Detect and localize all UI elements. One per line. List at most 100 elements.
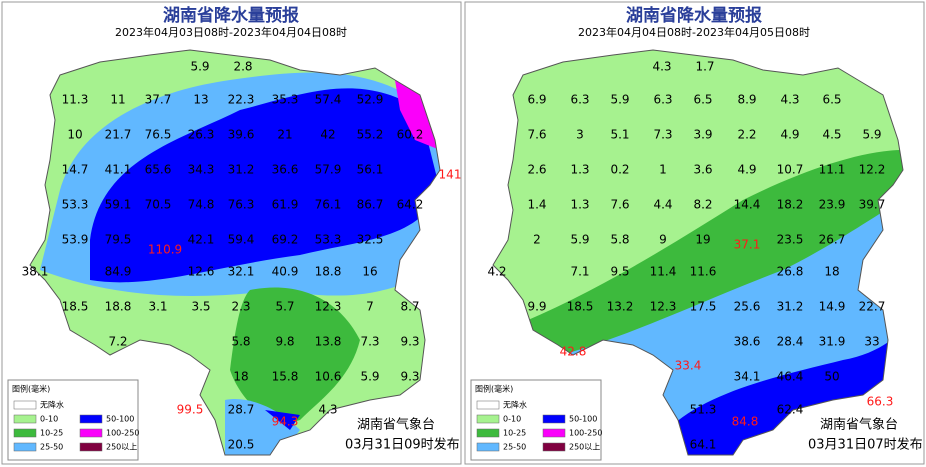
station-value: 34.1 — [734, 370, 761, 384]
map-subtitle: 2023年04月04日08时-2023年04月05日08时 — [578, 25, 810, 39]
station-value: 19 — [695, 233, 710, 247]
station-value: 74.8 — [188, 198, 215, 212]
station-value: 14.7 — [62, 163, 89, 177]
station-value: 4.4 — [653, 198, 672, 212]
station-value: 3.1 — [148, 300, 167, 314]
station-value: 36.6 — [272, 163, 299, 177]
station-value: 18.8 — [105, 300, 132, 314]
station-value: 12.3 — [650, 300, 677, 314]
station-value: 9 — [659, 233, 667, 247]
station-value: 18.2 — [777, 198, 804, 212]
station-value: 4.9 — [737, 163, 756, 177]
station-value: 33 — [864, 335, 879, 349]
station-value: 86.7 — [357, 198, 384, 212]
station-value: 28.4 — [777, 335, 804, 349]
station-value: 5.9 — [570, 233, 589, 247]
station-value: 10.6 — [315, 370, 342, 384]
station-value: 70.5 — [145, 198, 172, 212]
legend-label: 100-250 — [106, 429, 139, 438]
legend-label: 10-25 — [40, 429, 63, 438]
station-value: 6.5 — [822, 93, 841, 107]
station-value: 23.9 — [819, 198, 846, 212]
issue-time: 03月31日09时发布 — [345, 437, 460, 453]
station-value: 38.6 — [734, 335, 761, 349]
station-value: 7.3 — [360, 335, 379, 349]
station-value: 7.6 — [527, 128, 546, 142]
station-value: 5.1 — [610, 128, 629, 142]
station-value: 55.2 — [357, 128, 384, 142]
station-value: 32.1 — [228, 265, 255, 279]
station-value: 7.6 — [610, 198, 629, 212]
issue-time: 03月31日07时发布 — [808, 437, 923, 453]
station-value: 7.3 — [653, 128, 672, 142]
station-value: 14.9 — [819, 300, 846, 314]
map-title: 湖南省降水量预报 — [163, 5, 299, 26]
station-value: 2.6 — [527, 163, 546, 177]
station-value: 34.3 — [188, 163, 215, 177]
station-value: 1.4 — [527, 198, 546, 212]
station-value: 42.8 — [560, 345, 587, 359]
station-value: 59.4 — [228, 233, 255, 247]
station-value: 1.3 — [570, 163, 589, 177]
station-value: 33.4 — [675, 359, 702, 373]
legend-swatch — [476, 442, 500, 452]
station-value: 1.3 — [570, 198, 589, 212]
station-value: 69.2 — [272, 233, 299, 247]
station-value: 4.2 — [487, 265, 506, 279]
legend-swatch — [542, 428, 566, 438]
station-value: 20.5 — [228, 438, 255, 452]
legend-label: 无降水 — [503, 400, 527, 410]
station-value: 1 — [659, 163, 667, 177]
station-value: 11.1 — [819, 163, 846, 177]
station-value: 141 — [439, 168, 462, 182]
station-value: 76.3 — [228, 198, 255, 212]
station-value: 10 — [67, 128, 82, 142]
station-value: 0.2 — [610, 163, 629, 177]
station-value: 13.2 — [607, 300, 634, 314]
station-value: 3.5 — [191, 300, 210, 314]
legend-label: 0-10 — [40, 415, 58, 424]
legend-swatch — [476, 400, 500, 410]
legend-title: 图例(毫米) — [475, 384, 513, 394]
station-value: 15.8 — [272, 370, 299, 384]
station-value: 28.7 — [228, 403, 255, 417]
station-value: 40.9 — [272, 265, 299, 279]
station-value: 38.1 — [22, 265, 49, 279]
legend-swatch — [79, 414, 103, 424]
station-value: 22.3 — [228, 93, 255, 107]
station-value: 5.7 — [275, 300, 294, 314]
legend-swatch — [13, 428, 37, 438]
station-value: 12.2 — [859, 163, 886, 177]
station-value: 14.4 — [734, 198, 761, 212]
station-value: 79.5 — [105, 233, 132, 247]
station-value: 11.3 — [62, 93, 89, 107]
station-value: 26.3 — [188, 128, 215, 142]
legend-swatch — [13, 414, 37, 424]
station-value: 37.7 — [145, 93, 172, 107]
station-value: 4.9 — [780, 128, 799, 142]
station-value: 57.9 — [315, 163, 342, 177]
station-value: 9.3 — [400, 335, 419, 349]
station-value: 76.5 — [145, 128, 172, 142]
station-value: 64.1 — [690, 438, 717, 452]
station-value: 50 — [824, 370, 839, 384]
station-value: 9.3 — [400, 370, 419, 384]
station-value: 62.4 — [777, 403, 804, 417]
station-value: 12.6 — [188, 265, 215, 279]
issuer: 湖南省气象台 — [357, 417, 435, 433]
station-value: 42.1 — [188, 233, 215, 247]
station-value: 5.9 — [190, 60, 209, 74]
station-value: 32.5 — [357, 233, 384, 247]
station-value: 46.4 — [777, 370, 804, 384]
station-value: 16 — [362, 265, 377, 279]
station-value: 18.5 — [567, 300, 594, 314]
station-value: 4.3 — [780, 93, 799, 107]
station-value: 53.9 — [62, 233, 89, 247]
station-value: 61.9 — [272, 198, 299, 212]
station-value: 31.2 — [777, 300, 804, 314]
station-value: 13 — [193, 93, 208, 107]
legend-swatch — [79, 442, 103, 452]
station-value: 18.5 — [62, 300, 89, 314]
station-value: 5.9 — [862, 128, 881, 142]
